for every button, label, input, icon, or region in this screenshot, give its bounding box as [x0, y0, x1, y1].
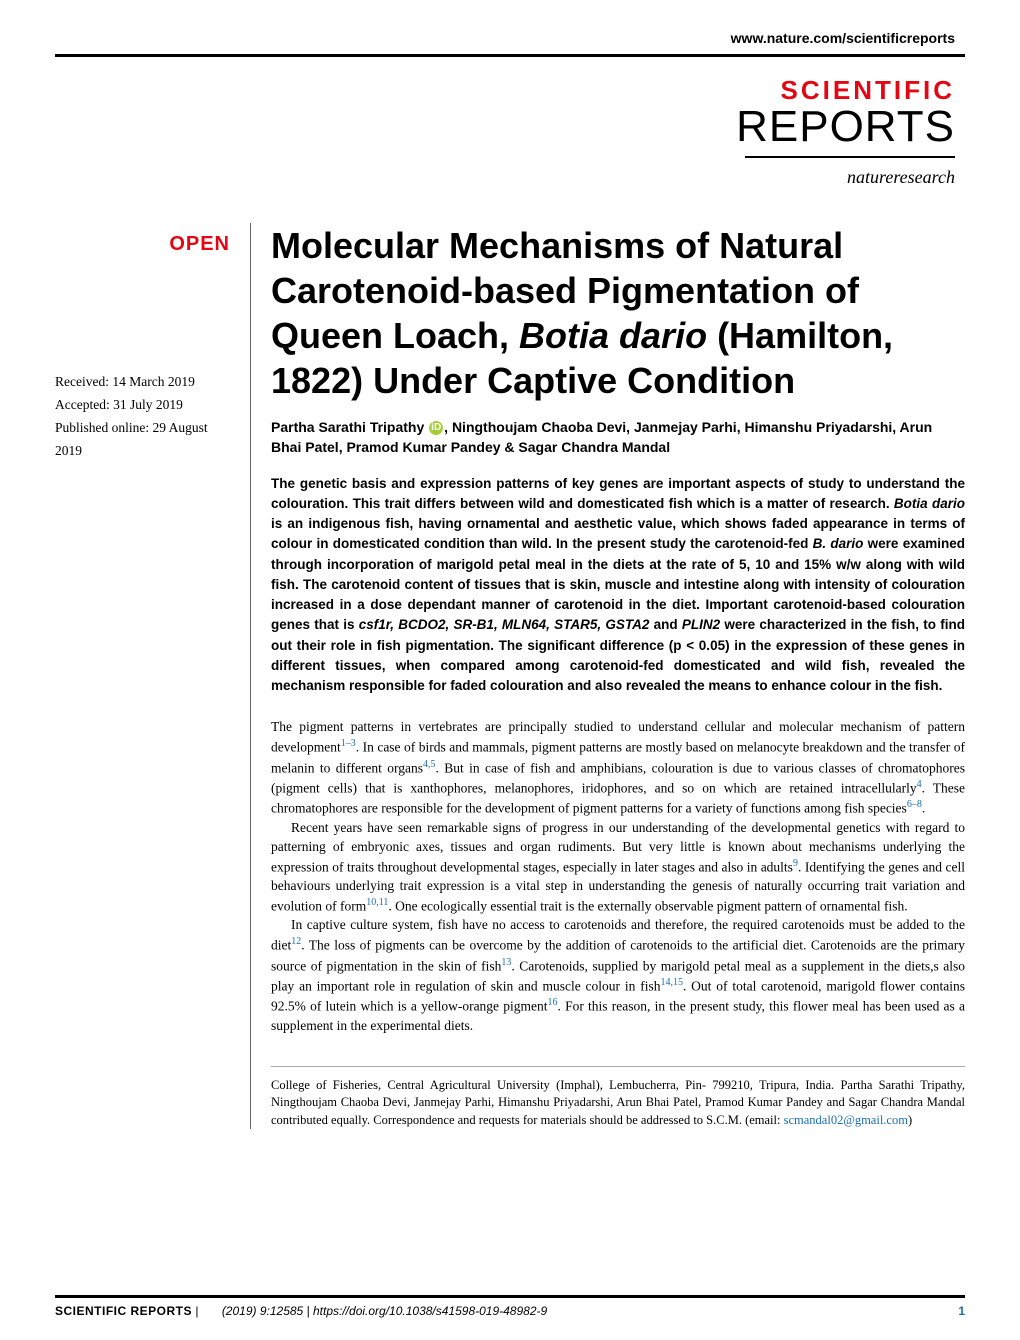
main-content: OPEN Received: 14 March 2019 Accepted: 3… — [55, 223, 965, 1129]
p2-seg-c: . One ecologically essential trait is th… — [388, 898, 907, 913]
abstract-species-2: B. dario — [813, 536, 864, 551]
correspondence-email[interactable]: scmandal02@gmail.com — [784, 1113, 908, 1127]
ref-13[interactable]: 13 — [501, 957, 511, 968]
footer-journal: SCIENTIFIC REPORTS — [55, 1304, 192, 1318]
abstract: The genetic basis and expression pattern… — [271, 474, 965, 697]
abstract-species-1: Botia dario — [894, 496, 965, 511]
ref-6-8[interactable]: 6–8 — [907, 799, 922, 810]
abstract-t1: The genetic basis and expression pattern… — [271, 476, 965, 511]
logo-word-reports: REPORTS — [55, 105, 955, 149]
footer-citation: SCIENTIFIC REPORTS | (2019) 9:12585 | ht… — [55, 1304, 547, 1318]
publication-dates: Received: 14 March 2019 Accepted: 31 Jul… — [55, 371, 230, 463]
ref-16[interactable]: 16 — [548, 997, 558, 1008]
date-published: Published online: 29 August 2019 — [55, 417, 230, 463]
title-species: Botia dario — [519, 315, 707, 356]
affiliation-tail: ) — [908, 1113, 912, 1127]
abstract-gene-last: PLIN2 — [682, 617, 720, 632]
page-number: 1 — [958, 1304, 965, 1318]
author-first: Partha Sarathi Tripathy — [271, 419, 424, 435]
ref-10-11[interactable]: 10,11 — [366, 897, 388, 908]
ref-4-5[interactable]: 4,5 — [423, 759, 436, 770]
author-list: Partha Sarathi Tripathy iD, Ningthoujam … — [271, 417, 965, 458]
date-received: Received: 14 March 2019 — [55, 371, 230, 394]
ref-1-3[interactable]: 1–3 — [341, 738, 356, 749]
logo-natureresearch: natureresearch — [55, 167, 955, 188]
body-paragraph-1: The pigment patterns in vertebrates are … — [271, 718, 965, 818]
orcid-icon[interactable]: iD — [429, 421, 443, 435]
ref-14-15[interactable]: 14,15 — [660, 977, 683, 988]
article-title: Molecular Mechanisms of Natural Caroteno… — [271, 223, 965, 403]
open-access-badge: OPEN — [55, 233, 230, 256]
footer-doi: (2019) 9:12585 | https://doi.org/10.1038… — [222, 1304, 547, 1318]
date-accepted: Accepted: 31 July 2019 — [55, 394, 230, 417]
p1-seg-e: . — [922, 801, 925, 816]
header-divider — [55, 54, 965, 57]
page-footer: SCIENTIFIC REPORTS | (2019) 9:12585 | ht… — [55, 1295, 965, 1318]
abstract-genes: csf1r, BCDO2, SR-B1, MLN64, STAR5, GSTA2 — [359, 617, 650, 632]
article-column: Molecular Mechanisms of Natural Caroteno… — [250, 223, 965, 1129]
affiliation-block: College of Fisheries, Central Agricultur… — [271, 1066, 965, 1130]
logo-word-scientific: SCIENTIFIC — [55, 77, 955, 103]
left-sidebar: OPEN Received: 14 March 2019 Accepted: 3… — [55, 223, 230, 1129]
abstract-t4: and — [649, 617, 681, 632]
ref-12[interactable]: 12 — [291, 936, 301, 947]
body-paragraph-2: Recent years have seen remarkable signs … — [271, 819, 965, 916]
logo-divider — [745, 156, 955, 158]
journal-logo: SCIENTIFIC REPORTS natureresearch — [55, 77, 965, 188]
header-url: www.nature.com/scientificreports — [55, 30, 965, 46]
body-paragraph-3: In captive culture system, fish have no … — [271, 916, 965, 1035]
footer-sep: | — [192, 1304, 202, 1318]
